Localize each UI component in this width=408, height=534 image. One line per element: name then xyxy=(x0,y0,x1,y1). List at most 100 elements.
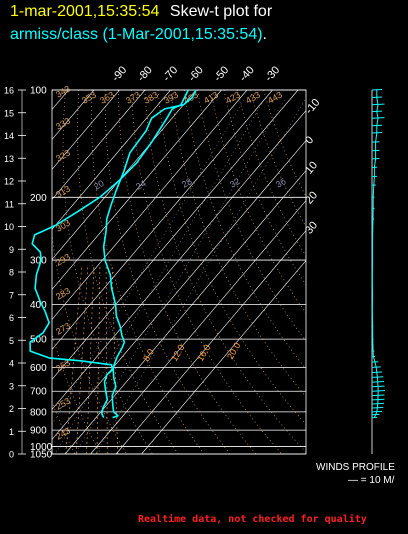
dry-adiabat-label: 383 xyxy=(142,90,160,106)
height-tick-label: 15 xyxy=(4,108,14,118)
dry-adiabat-line xyxy=(131,90,282,454)
isotherm-line xyxy=(52,90,197,260)
dry-adiabat-label: 443 xyxy=(266,90,284,106)
mixing-ratio-label: 32 xyxy=(228,176,242,190)
dewpoint-profile-line xyxy=(29,89,190,418)
dry-adiabat-label: 343 xyxy=(54,84,72,100)
isotherm-line xyxy=(52,90,171,230)
top-temperature-label: -90 xyxy=(110,64,130,84)
pressure-tick-label: 800 xyxy=(30,407,47,418)
pressure-tick-label: 300 xyxy=(30,256,47,267)
height-tick-label: 14 xyxy=(4,131,14,141)
isotherm-line xyxy=(52,90,146,200)
isotherm-line xyxy=(52,90,95,140)
mixing-ratio-label: 24 xyxy=(134,178,148,192)
height-tick-label: 5 xyxy=(9,336,14,346)
moist-adiabat-line xyxy=(86,265,95,454)
header-date-time: 1-mar-2001,15:35:54 xyxy=(10,3,160,20)
temperature-profile-line xyxy=(102,89,197,419)
dry-adiabat-label: 423 xyxy=(224,90,242,106)
moist-adiabat-label: 16.0 xyxy=(195,343,212,363)
plot-frame xyxy=(51,89,307,455)
top-temperature-label: -30 xyxy=(263,64,283,84)
series-layer xyxy=(29,89,197,419)
pressure-tick-label: 600 xyxy=(30,363,47,374)
height-tick-label: 0 xyxy=(9,450,14,460)
isotherm-line xyxy=(115,230,306,454)
pressure-tick-label: 700 xyxy=(30,387,47,398)
winds-profile-layer: WINDS PROFILE — = 10 M/ xyxy=(316,89,395,486)
dry-adiabat-label: 393 xyxy=(162,90,180,106)
height-tick-label: 16 xyxy=(4,86,14,96)
grid-clip-group xyxy=(52,90,306,454)
wind-speed-profile-line xyxy=(371,90,379,418)
pressure-tick-label: 1000 xyxy=(30,442,53,453)
height-tick-label: 4 xyxy=(9,359,14,369)
pressure-tick-label: 400 xyxy=(30,300,47,311)
isotherm-line xyxy=(90,200,306,454)
moist-adiabat-line xyxy=(75,265,89,454)
height-tick-label: 6 xyxy=(9,313,14,323)
quality-notice: Realtime data, not checked for quality xyxy=(138,514,367,525)
height-tick-label: 11 xyxy=(5,199,14,209)
isotherm-line xyxy=(141,260,306,454)
height-tick-label: 1 xyxy=(9,427,14,437)
top-temperature-label: -60 xyxy=(186,64,206,84)
dry-adiabat-label: 253 xyxy=(54,396,72,412)
height-tick-label: 13 xyxy=(4,154,14,164)
height-tick-label: 12 xyxy=(4,177,14,187)
dry-adiabat-line xyxy=(157,90,306,426)
grid-layer xyxy=(18,89,307,455)
moist-adiabat-line xyxy=(105,265,108,454)
height-tick-label: 9 xyxy=(9,245,14,255)
mixing-ratio-label: 36 xyxy=(274,176,288,190)
isotherm-line xyxy=(52,140,306,440)
height-tick-label: 2 xyxy=(9,404,14,414)
isotherm-line xyxy=(52,110,306,410)
mixing-ratio-line xyxy=(52,99,244,425)
dry-adiabat-label: 413 xyxy=(202,90,220,106)
isotherm-line xyxy=(64,170,306,454)
moist-adiabat-label: 20.0 xyxy=(225,341,242,361)
height-tick-label: 8 xyxy=(9,268,14,278)
mixing-ratio-line xyxy=(75,99,285,454)
dry-adiabat-line xyxy=(91,90,205,454)
dry-adiabat-label: 363 xyxy=(98,90,116,106)
mixing-ratio-label: 28 xyxy=(180,176,194,190)
dry-adiabat-label: 373 xyxy=(124,90,142,106)
winds-profile-label: WINDS PROFILE xyxy=(316,462,395,473)
dry-adiabat-label: 243 xyxy=(54,426,72,442)
mixing-ratio-label: 20 xyxy=(92,178,106,192)
dry-adiabat-label: 353 xyxy=(80,90,98,106)
pressure-tick-label: 900 xyxy=(30,426,47,437)
header-dataset-suffix: . xyxy=(262,26,267,43)
top-temperature-label: -80 xyxy=(135,64,155,84)
mixing-ratio-line xyxy=(95,99,306,454)
pressure-tick-label: 500 xyxy=(30,335,47,346)
pressure-tick-label: 100 xyxy=(30,86,47,97)
chart-header: 1-mar-2001,15:35:54 Skew-t plot for armi… xyxy=(0,0,408,48)
moist-adiabat-label: 12.0 xyxy=(169,343,186,363)
dry-adiabat-label: 323 xyxy=(54,148,72,164)
dry-adiabat-line xyxy=(223,90,306,286)
dry-adiabat-label: 273 xyxy=(54,321,72,337)
isotherm-line xyxy=(52,90,222,290)
top-temperature-label: -40 xyxy=(237,64,257,84)
header-plot-title: Skew-t plot for xyxy=(169,3,273,20)
dry-adiabat-line xyxy=(144,90,306,453)
height-tick-label: 7 xyxy=(9,290,14,300)
dry-adiabat-label: 433 xyxy=(244,90,262,106)
height-tick-label: 3 xyxy=(9,381,14,391)
isotherm-line xyxy=(52,90,273,350)
height-tick-label: 10 xyxy=(4,222,14,232)
header-line-1: 1-mar-2001,15:35:54 Skew-t plot for xyxy=(10,2,272,22)
isotherm-line xyxy=(52,90,120,170)
pressure-tick-label: 1050 xyxy=(30,450,53,461)
pressure-tick-label: 200 xyxy=(30,193,47,204)
top-temperature-label: -70 xyxy=(161,64,181,84)
dry-adiabat-line xyxy=(118,90,257,454)
isotherm-line xyxy=(52,90,299,380)
isotherm-line xyxy=(52,90,248,320)
header-line-2: armiss/class (1-Mar-2001,15:35:54). xyxy=(10,25,267,45)
